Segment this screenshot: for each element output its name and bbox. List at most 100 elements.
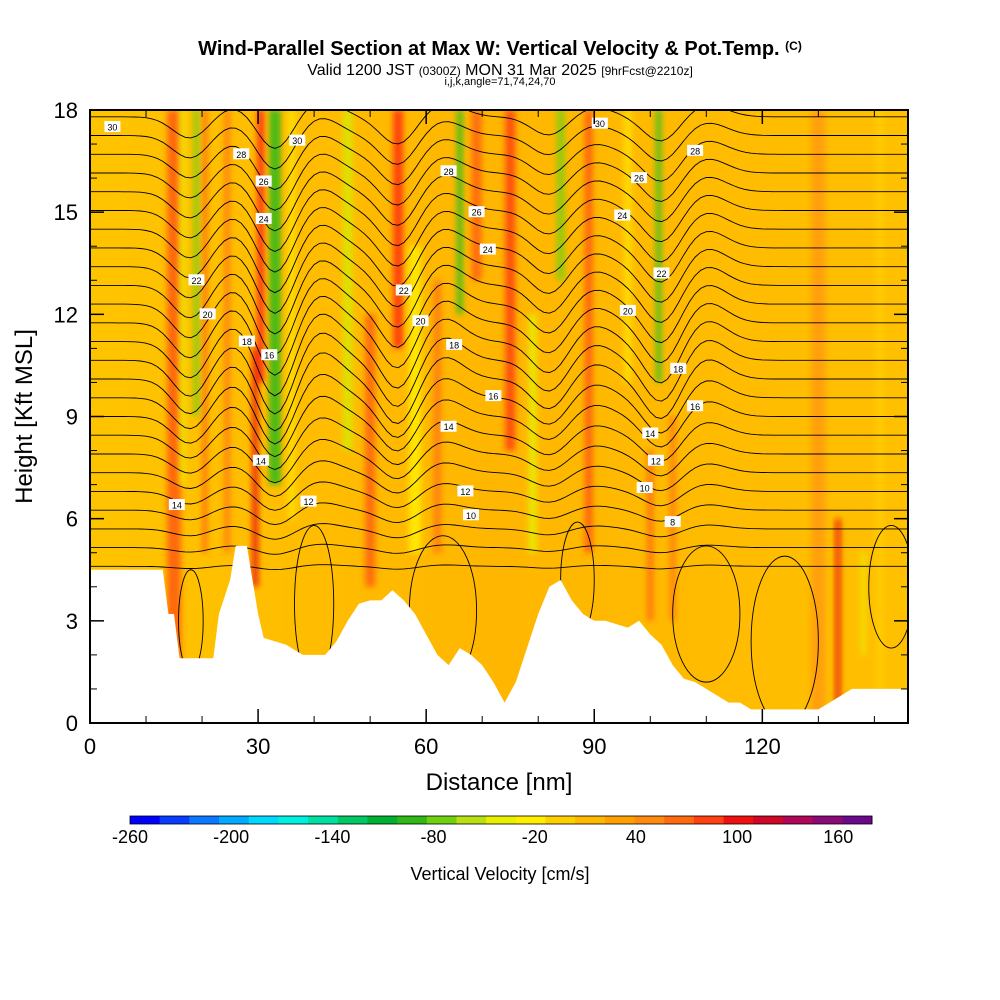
subtitle-utc: (0300Z)	[418, 64, 461, 78]
y-tick-label: 3	[66, 609, 78, 634]
velocity-streak	[167, 110, 182, 723]
theta-isoline	[90, 523, 908, 540]
colorbar-swatch	[248, 816, 279, 824]
colorbar-tick-label: -200	[213, 827, 249, 847]
theta-contour-label: 24	[479, 243, 496, 255]
theta-contour-label: 30	[289, 134, 306, 146]
x-tick-label: 90	[582, 734, 606, 759]
y-tick-label: 6	[66, 507, 78, 532]
theta-contour-label-text: 12	[651, 456, 661, 466]
chart-title: Wind-Parallel Section at Max W: Vertical…	[0, 38, 1000, 61]
theta-contour-label: 20	[199, 308, 216, 320]
theta-contour-label: 14	[642, 427, 659, 439]
y-tick-label: 0	[66, 711, 78, 736]
theta-contour-label: 22	[395, 284, 412, 296]
colorbar-tick-label: 160	[823, 827, 853, 847]
colorbar-swatch	[159, 816, 190, 824]
velocity-streak	[556, 110, 565, 281]
theta-contour-label-text: 30	[595, 119, 605, 129]
theta-contour-label-text: 26	[259, 177, 269, 187]
theta-contour-label-text: 18	[673, 364, 683, 374]
theta-contour-label-text: 10	[466, 511, 476, 521]
theta-contour-label: 10	[636, 482, 653, 494]
theta-isoline	[90, 118, 908, 170]
theta-contour-label: 12	[300, 495, 317, 507]
low-level-contour	[672, 545, 741, 683]
colorbar-swatch	[130, 816, 161, 824]
theta-contour-label-text: 10	[640, 484, 650, 494]
velocity-streak	[365, 314, 376, 587]
theta-contour-label-text: 16	[488, 392, 498, 402]
theta-contour-label-text: 20	[203, 310, 213, 320]
theta-contour-label: 16	[687, 400, 704, 412]
colorbar-swatch	[842, 816, 873, 824]
theta-isoline	[90, 439, 908, 484]
x-tick-label: 120	[744, 734, 781, 759]
theta-contour-label-text: 28	[444, 167, 454, 177]
velocity-streak	[505, 110, 516, 451]
colorbar-swatch	[189, 816, 220, 824]
theta-contour-label: 20	[619, 304, 636, 316]
theta-isoline	[90, 242, 908, 314]
colorbar-swatch	[782, 816, 814, 824]
theta-contour-label: 24	[255, 212, 272, 224]
theta-contour-label: 30	[591, 117, 608, 129]
theta-isoline	[90, 110, 908, 149]
theta-contour-label: 30	[104, 121, 121, 133]
theta-isoline	[90, 260, 908, 335]
velocity-streak	[393, 110, 404, 349]
velocity-streak	[268, 110, 281, 485]
theta-contour-label: 22	[653, 267, 670, 279]
theta-contour-label-text: 20	[416, 317, 426, 327]
theta-contour-label-text: 8	[670, 518, 675, 528]
theta-isoline	[90, 278, 908, 356]
theta-contour-label: 14	[168, 499, 185, 511]
theta-contour-label: 12	[647, 454, 664, 466]
theta-contour-label: 14	[440, 420, 457, 432]
velocity-streak	[256, 110, 265, 383]
theta-isoline	[90, 224, 908, 294]
colorbar-swatch	[575, 816, 606, 824]
theta-isoline	[90, 313, 908, 397]
theta-isoline	[90, 395, 908, 458]
theta-isoline	[90, 332, 908, 415]
theta-contour-label-text: 26	[634, 174, 644, 184]
velocity-streak	[528, 314, 537, 553]
colorbar-swatch	[219, 816, 250, 824]
chart-indices: i,j,k,angle=71,74,24,70	[444, 76, 556, 88]
x-tick-label: 60	[414, 734, 438, 759]
velocity-streak	[287, 110, 296, 519]
theta-contour-label-text: 30	[292, 136, 302, 146]
theta-isoline	[90, 502, 908, 526]
colorbar-swatch	[515, 816, 547, 824]
theta-contour-label: 28	[687, 144, 704, 156]
colorbar-swatch	[456, 816, 487, 824]
velocity-streak	[456, 110, 463, 315]
theta-contour-label: 26	[631, 172, 648, 184]
x-tick-label: 30	[246, 734, 270, 759]
theta-contour-label: 28	[233, 148, 250, 160]
colorbar-frame	[129, 815, 873, 825]
colorbar-tick-label: -80	[421, 827, 447, 847]
colorbar-swatch	[397, 816, 428, 824]
theta-contour-label: 24	[614, 209, 631, 221]
theta-contour-label-text: 24	[259, 214, 269, 224]
colorbar-swatch	[753, 816, 784, 824]
theta-isoline	[90, 352, 908, 432]
colorbar-swatch	[604, 816, 636, 824]
colorbar-swatch	[664, 816, 695, 824]
theta-contour-label-text: 16	[690, 402, 700, 412]
theta-contour-label: 8	[664, 516, 681, 528]
colorbar-swatch	[812, 816, 843, 824]
theta-contour-label-text: 30	[107, 123, 117, 133]
theta-isoline	[90, 296, 908, 376]
theta-isoline	[90, 153, 908, 211]
theta-contour-label-text: 18	[449, 340, 459, 350]
y-tick-label: 18	[54, 98, 78, 123]
colorbar-swatch	[308, 816, 339, 824]
theta-contour-label-text: 26	[472, 208, 482, 218]
chart-title-mark: (C)	[785, 39, 802, 53]
theta-isoline	[90, 564, 908, 571]
velocity-streak	[342, 110, 353, 451]
x-axis-title: Distance [nm]	[426, 769, 573, 796]
